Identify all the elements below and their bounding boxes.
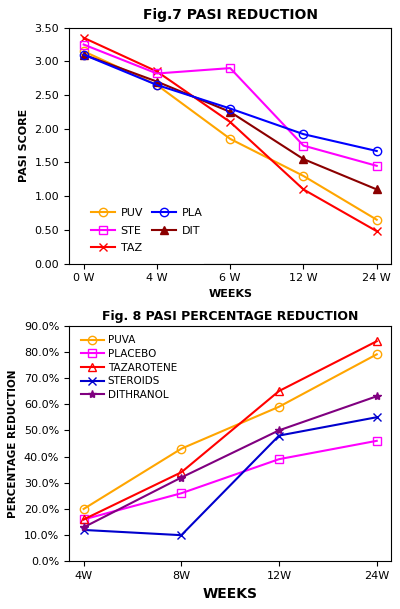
TAZAROTENE [179,468,184,476]
Legend: PUV, STE, TAZ, PLA, DIT, : PUV, STE, TAZ, PLA, DIT, [91,208,203,253]
PUVA [374,351,379,358]
TAZAROTENE [374,337,379,345]
STE [81,41,86,48]
Line: TAZAROTENE: TAZAROTENE [80,337,381,524]
STEROIDS [81,526,86,533]
Line: PUV: PUV [80,47,381,224]
PLA [81,51,86,58]
PUV [301,172,306,180]
Title: Fig.7 PASI REDUCTION: Fig.7 PASI REDUCTION [143,9,318,23]
PUV [81,48,86,55]
DIT [81,51,86,58]
TAZ [81,34,86,41]
Y-axis label: PERCENTAGE REDUCTION: PERCENTAGE REDUCTION [8,369,18,518]
Line: DITHRANOL: DITHRANOL [80,392,381,532]
DITHRANOL [81,524,86,531]
PLACEBO [277,456,282,463]
Title: Fig. 8 PASI PERCENTAGE REDUCTION: Fig. 8 PASI PERCENTAGE REDUCTION [102,310,358,323]
DIT [301,155,306,163]
PUVA [81,505,86,513]
Line: PLACEBO: PLACEBO [80,437,381,524]
DITHRANOL [374,393,379,400]
Line: TAZ: TAZ [80,33,381,235]
PLA [374,147,379,155]
STE [374,162,379,169]
DIT [154,78,159,85]
STEROIDS [277,432,282,439]
Line: PLA: PLA [80,51,381,155]
STEROIDS [374,414,379,421]
STE [228,65,232,72]
TAZ [228,118,232,125]
PLACEBO [81,516,86,523]
PLA [301,130,306,138]
PLA [154,81,159,88]
TAZ [154,68,159,75]
X-axis label: WEEKS: WEEKS [208,289,252,299]
Line: STEROIDS: STEROIDS [80,413,381,540]
PUV [154,81,159,88]
PUV [228,135,232,143]
PUVA [179,445,184,452]
PLACEBO [179,490,184,497]
Y-axis label: PASI SCORE: PASI SCORE [19,109,29,182]
DITHRANOL [179,474,184,481]
Line: PUVA: PUVA [80,350,381,513]
X-axis label: WEEKS: WEEKS [203,586,258,600]
TAZ [374,228,379,235]
Line: STE: STE [80,40,381,170]
STE [154,70,159,77]
TAZAROTENE [81,516,86,523]
TAZAROTENE [277,387,282,395]
PUVA [277,403,282,410]
PLA [228,105,232,112]
PLACEBO [374,437,379,445]
DIT [228,108,232,116]
STE [301,142,306,149]
DITHRANOL [277,427,282,434]
TAZ [301,186,306,193]
STEROIDS [179,532,184,539]
DIT [374,186,379,193]
PUV [374,216,379,224]
Line: DIT: DIT [80,51,381,194]
Legend: PUVA, PLACEBO, TAZAROTENE, STEROIDS, DITHRANOL: PUVA, PLACEBO, TAZAROTENE, STEROIDS, DIT… [81,336,177,400]
